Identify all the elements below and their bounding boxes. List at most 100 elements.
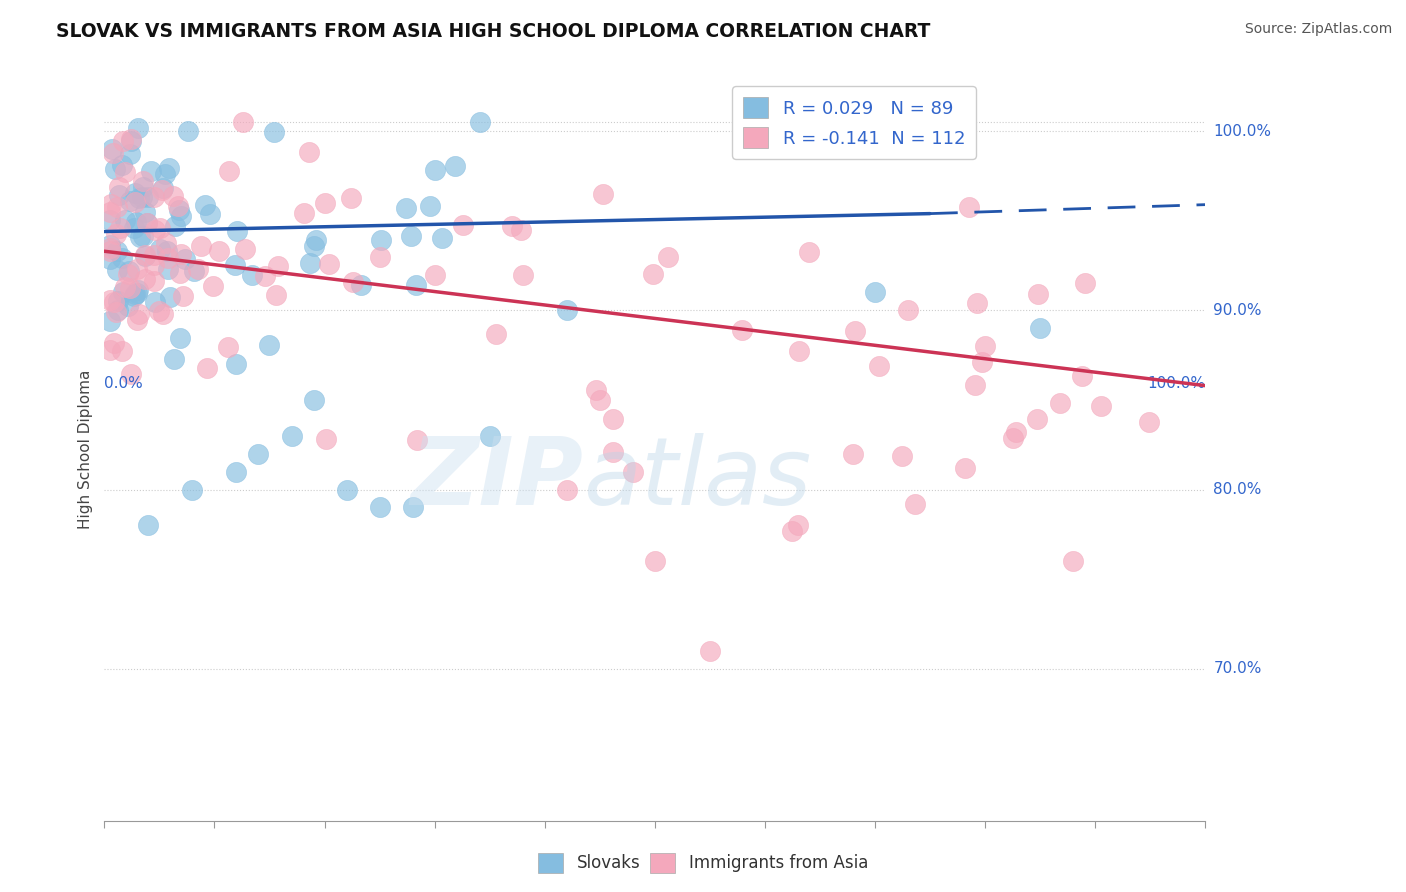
Point [112,285,135,299]
Point [405,433,427,447]
Point [103,294,125,309]
Text: 100.0%: 100.0% [1147,376,1205,391]
Point [107,302,129,317]
Point [169,331,191,345]
Point [107,187,129,202]
Point [395,201,418,215]
Point [1002,431,1025,445]
Point [555,483,578,497]
Point [142,274,165,288]
Point [125,215,148,229]
Point [1071,369,1094,384]
Text: 80.0%: 80.0% [1213,482,1261,497]
Point [1049,396,1071,410]
Point [340,191,363,205]
Point [240,268,263,282]
Point [263,125,285,139]
Point [966,295,988,310]
Point [305,233,328,247]
Legend: R = 0.029   N = 89, R = -0.141  N = 112: R = 0.029 N = 89, R = -0.141 N = 112 [733,87,976,159]
Point [110,158,132,172]
Point [112,134,135,148]
Point [225,357,247,371]
Point [699,644,721,658]
Point [108,179,131,194]
Point [157,161,180,175]
Point [143,294,166,309]
Point [125,312,148,326]
Point [1025,411,1047,425]
Point [302,392,325,407]
Point [863,285,886,300]
Point [974,339,997,353]
Point [970,355,993,369]
Point [149,242,172,256]
Point [225,465,247,479]
Point [443,159,465,173]
Point [118,263,141,277]
Point [451,219,474,233]
Point [401,229,423,244]
Point [589,392,612,407]
Point [170,247,193,261]
Point [224,258,246,272]
Point [127,261,149,276]
Point [485,326,508,341]
Point [101,145,124,160]
Point [1029,321,1052,335]
Point [117,299,139,313]
Point [231,115,253,129]
Point [124,195,146,210]
Point [118,281,141,295]
Point [181,483,204,497]
Point [108,220,131,235]
Point [128,307,150,321]
Point [134,204,156,219]
Text: ZIP: ZIP [411,433,583,525]
Point [127,120,149,135]
Point [111,343,134,358]
Point [134,249,156,263]
Point [170,209,193,223]
Point [953,461,976,475]
Point [143,248,166,262]
Point [335,483,357,497]
Point [641,267,664,281]
Point [1026,286,1049,301]
Point [98,343,121,358]
Point [198,207,221,221]
Point [405,278,427,293]
Point [423,163,446,178]
Point [183,263,205,277]
Point [314,195,336,210]
Point [127,283,149,297]
Point [298,255,321,269]
Point [111,252,134,266]
Point [120,132,142,146]
Text: Source: ZipAtlas.com: Source: ZipAtlas.com [1244,22,1392,37]
Point [644,554,666,568]
Point [254,268,277,283]
Point [98,238,121,252]
Point [602,411,624,425]
Point [149,221,172,235]
Point [127,285,149,300]
Point [1137,415,1160,429]
Point [730,323,752,337]
Point [957,200,980,214]
Point [165,219,187,234]
Point [965,378,987,392]
Point [621,465,644,479]
Point [304,238,326,252]
Point [107,293,129,308]
Point [368,250,391,264]
Point [134,272,156,286]
Point [134,247,156,261]
Point [342,276,364,290]
Point [1062,554,1084,568]
Point [169,266,191,280]
Point [555,303,578,318]
Point [266,259,288,273]
Point [167,202,190,217]
Point [131,229,153,244]
